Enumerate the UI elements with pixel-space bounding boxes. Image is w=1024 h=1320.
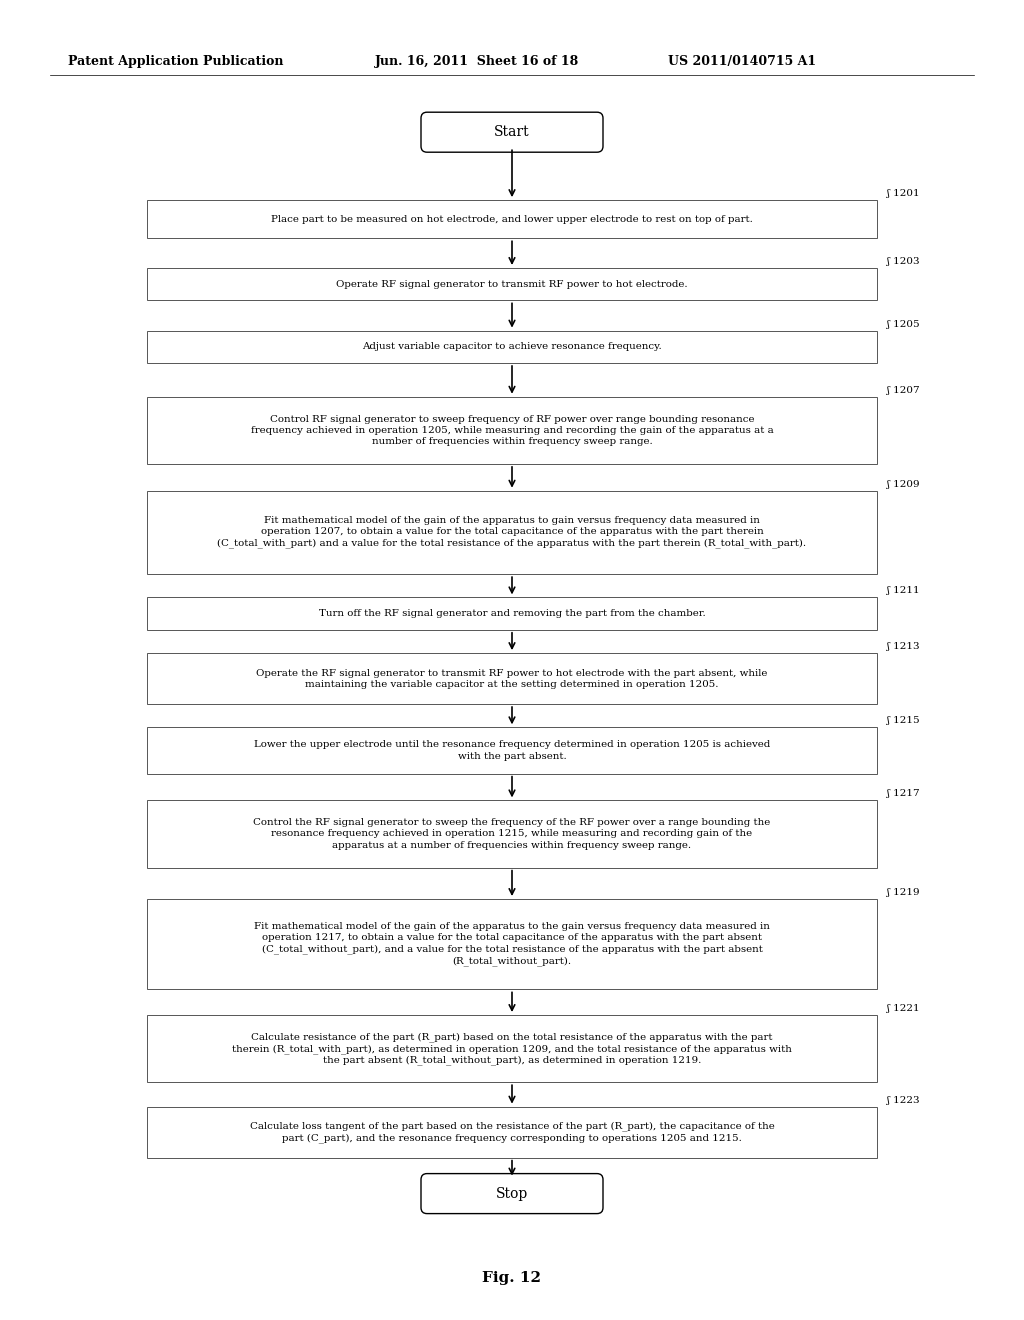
- Text: ʃ 1211: ʃ 1211: [887, 586, 920, 595]
- Text: ʃ 1221: ʃ 1221: [887, 1005, 920, 1012]
- Text: ʃ 1219: ʃ 1219: [887, 888, 920, 898]
- FancyBboxPatch shape: [147, 899, 877, 990]
- FancyBboxPatch shape: [147, 201, 877, 239]
- Text: ʃ 1209: ʃ 1209: [887, 479, 920, 488]
- Text: Turn off the RF signal generator and removing the part from the chamber.: Turn off the RF signal generator and rem…: [318, 609, 706, 618]
- Text: ʃ 1205: ʃ 1205: [887, 319, 920, 329]
- Text: Fit mathematical model of the gain of the apparatus to gain versus frequency dat: Fit mathematical model of the gain of th…: [217, 516, 807, 548]
- Text: Operate RF signal generator to transmit RF power to hot electrode.: Operate RF signal generator to transmit …: [336, 280, 688, 289]
- Text: US 2011/0140715 A1: US 2011/0140715 A1: [668, 55, 816, 69]
- FancyBboxPatch shape: [147, 330, 877, 363]
- FancyBboxPatch shape: [147, 268, 877, 301]
- Text: ʃ 1223: ʃ 1223: [887, 1096, 920, 1105]
- Text: Start: Start: [495, 125, 529, 139]
- FancyBboxPatch shape: [147, 491, 877, 574]
- Text: ʃ 1213: ʃ 1213: [887, 642, 920, 651]
- Text: ʃ 1217: ʃ 1217: [887, 789, 920, 799]
- FancyBboxPatch shape: [421, 112, 603, 152]
- FancyBboxPatch shape: [147, 1106, 877, 1158]
- FancyBboxPatch shape: [147, 598, 877, 630]
- FancyBboxPatch shape: [147, 727, 877, 774]
- Text: Stop: Stop: [496, 1187, 528, 1201]
- FancyBboxPatch shape: [147, 800, 877, 867]
- Text: Patent Application Publication: Patent Application Publication: [68, 55, 284, 69]
- FancyBboxPatch shape: [147, 397, 877, 463]
- Text: ʃ 1203: ʃ 1203: [887, 257, 920, 265]
- Text: Adjust variable capacitor to achieve resonance frequency.: Adjust variable capacitor to achieve res…: [362, 342, 662, 351]
- FancyBboxPatch shape: [147, 653, 877, 704]
- Text: ʃ 1201: ʃ 1201: [887, 189, 920, 198]
- Text: Calculate loss tangent of the part based on the resistance of the part (R_part),: Calculate loss tangent of the part based…: [250, 1121, 774, 1143]
- Text: ʃ 1215: ʃ 1215: [887, 717, 920, 725]
- Text: Fig. 12: Fig. 12: [482, 1271, 542, 1284]
- Text: Calculate resistance of the part (R_part) based on the total resistance of the a: Calculate resistance of the part (R_part…: [232, 1032, 792, 1065]
- Text: Lower the upper electrode until the resonance frequency determined in operation : Lower the upper electrode until the reso…: [254, 741, 770, 760]
- Text: Operate the RF signal generator to transmit RF power to hot electrode with the p: Operate the RF signal generator to trans…: [256, 668, 768, 689]
- FancyBboxPatch shape: [421, 1173, 603, 1213]
- FancyBboxPatch shape: [147, 1015, 877, 1082]
- Text: ʃ 1207: ʃ 1207: [887, 385, 920, 395]
- Text: Fit mathematical model of the gain of the apparatus to the gain versus frequency: Fit mathematical model of the gain of th…: [254, 923, 770, 966]
- Text: Control RF signal generator to sweep frequency of RF power over range bounding r: Control RF signal generator to sweep fre…: [251, 414, 773, 446]
- Text: Jun. 16, 2011  Sheet 16 of 18: Jun. 16, 2011 Sheet 16 of 18: [375, 55, 580, 69]
- Text: Place part to be measured on hot electrode, and lower upper electrode to rest on: Place part to be measured on hot electro…: [271, 215, 753, 223]
- Text: Control the RF signal generator to sweep the frequency of the RF power over a ra: Control the RF signal generator to sweep…: [253, 818, 771, 850]
